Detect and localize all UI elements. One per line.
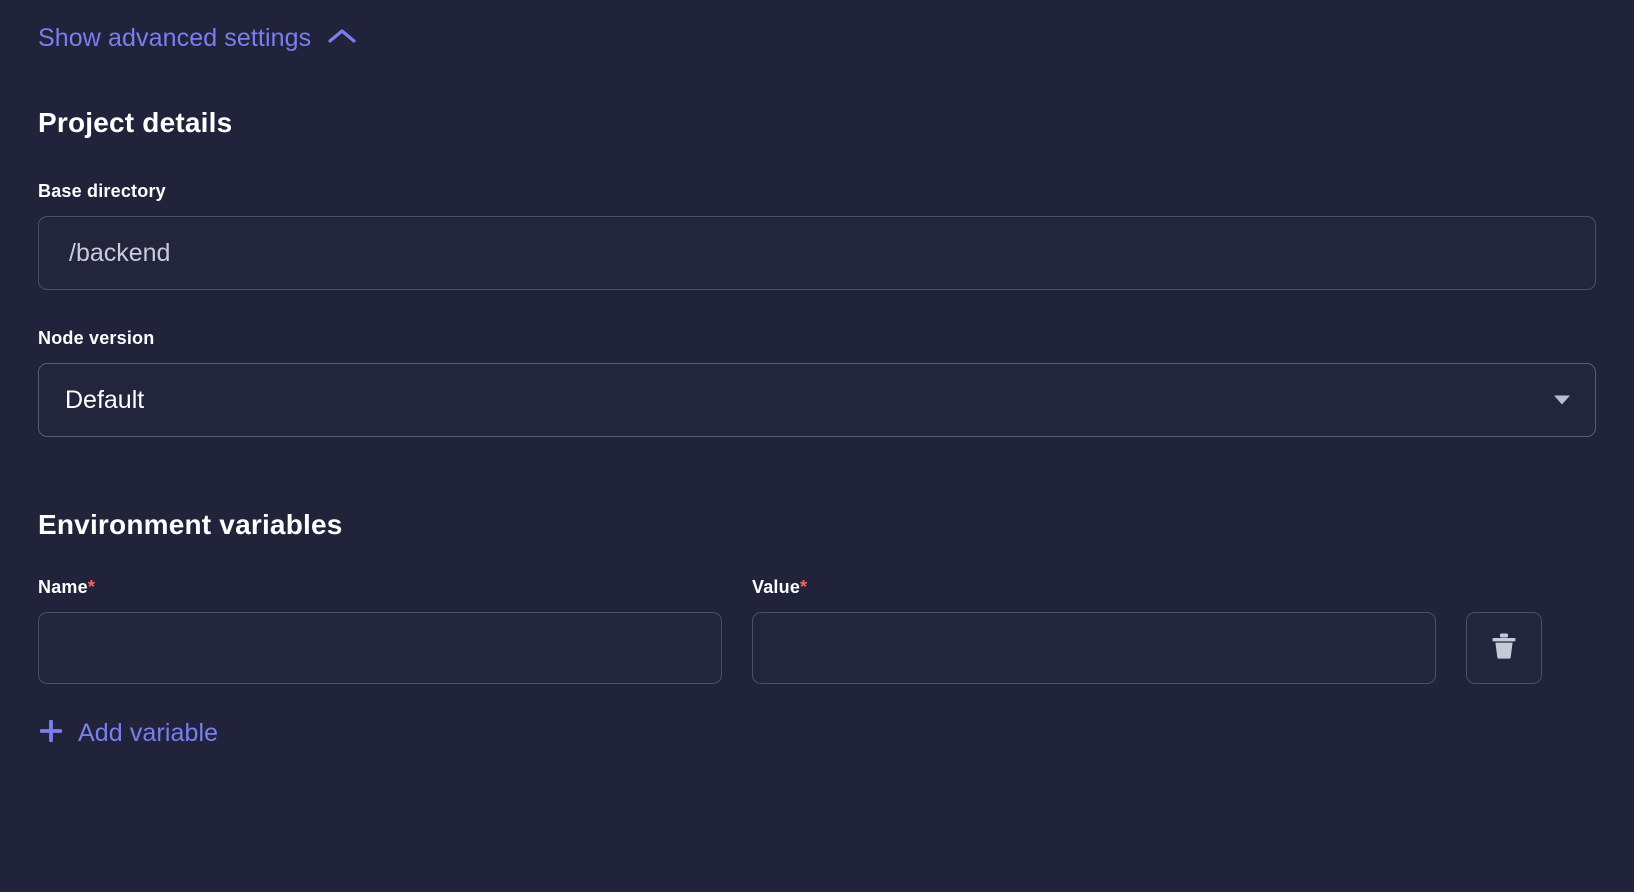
show-advanced-settings-label: Show advanced settings xyxy=(38,24,312,52)
env-variable-name-input[interactable] xyxy=(38,612,722,684)
project-details-heading: Project details xyxy=(38,107,233,138)
env-variable-value-label-text: Value xyxy=(752,577,801,597)
env-variable-value-label: Value* xyxy=(752,577,1436,598)
node-version-select[interactable]: Default xyxy=(38,363,1596,437)
env-variable-value-input[interactable] xyxy=(752,612,1436,684)
node-version-label: Node version xyxy=(38,328,155,348)
node-version-selected-value: Default xyxy=(65,385,145,414)
node-version-select-wrapper: Default xyxy=(38,363,1596,437)
add-variable-button[interactable]: Add variable xyxy=(38,718,218,749)
base-directory-label: Base directory xyxy=(38,181,166,201)
show-advanced-settings-toggle[interactable]: Show advanced settings xyxy=(38,26,357,51)
env-variable-value-field: Value* xyxy=(752,577,1436,684)
delete-env-variable-button[interactable] xyxy=(1466,612,1542,684)
base-directory-input[interactable] xyxy=(38,216,1596,290)
name-required-marker: * xyxy=(87,577,96,597)
base-directory-field: Base directory xyxy=(38,181,1596,290)
trash-icon xyxy=(1491,632,1517,665)
add-variable-label: Add variable xyxy=(78,719,219,747)
value-required-marker: * xyxy=(800,577,808,597)
environment-variables-heading: Environment variables xyxy=(38,509,343,540)
env-variable-name-field: Name* xyxy=(38,577,722,684)
env-variable-name-label-text: Name xyxy=(38,577,88,597)
env-variable-row: Name* Value* xyxy=(38,577,1596,684)
env-variable-name-label: Name* xyxy=(38,577,722,598)
node-version-field: Node version Default xyxy=(38,328,1596,437)
plus-icon xyxy=(38,718,64,749)
chevron-up-icon xyxy=(327,27,357,50)
